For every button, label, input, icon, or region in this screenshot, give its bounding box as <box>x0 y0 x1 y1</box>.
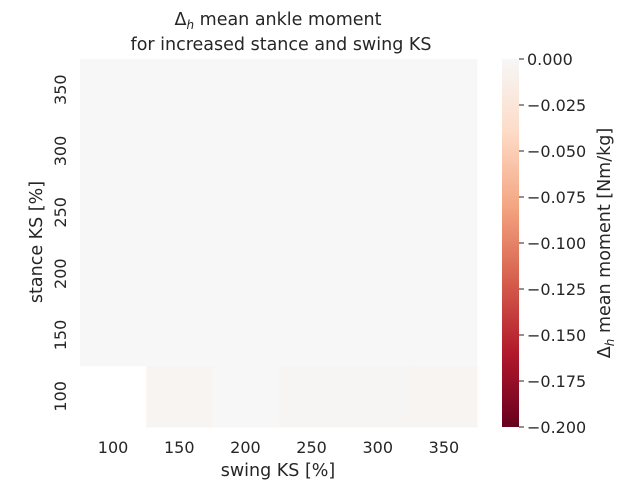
heatmap-cell <box>80 59 147 121</box>
heatmap-cell <box>146 59 213 121</box>
heatmap-cell <box>410 59 478 121</box>
heatmap-cell <box>212 181 279 244</box>
heatmap-cell <box>80 120 147 183</box>
colorbar-tick-label: −0.100 <box>527 234 586 253</box>
heatmap-cell <box>146 365 213 428</box>
x-tick-label: 300 <box>362 438 393 457</box>
colorbar <box>502 59 519 427</box>
heatmap-cell <box>344 365 412 428</box>
heatmap-cell <box>146 304 213 367</box>
heatmap-cell <box>344 181 412 244</box>
colorbar-tick-label: −0.125 <box>527 280 586 299</box>
colorbar-tick-label: −0.050 <box>527 142 586 161</box>
chart-title-line1: Δh mean ankle moment <box>174 10 381 32</box>
heatmap-cell <box>278 243 346 305</box>
heatmap-cell <box>278 59 346 121</box>
y-tick-label: 200 <box>51 258 70 289</box>
colorbar-tick-label: −0.075 <box>527 188 586 207</box>
heatmap-cell <box>212 243 279 305</box>
heatmap-cell <box>212 59 279 121</box>
heatmap-cells <box>80 59 478 428</box>
heatmap-cell <box>410 365 478 428</box>
chart-title-line2: for increased stance and swing KS <box>131 35 432 55</box>
heatmap-cell <box>344 120 412 183</box>
x-tick-label: 150 <box>164 438 195 457</box>
x-tick-label: 350 <box>429 438 460 457</box>
heatmap-cell <box>80 304 147 367</box>
colorbar-tick-label: −0.150 <box>527 326 586 345</box>
y-axis-label: stance KS [%] <box>27 181 47 303</box>
colorbar-tick-label: −0.200 <box>527 418 586 437</box>
heatmap-cell <box>212 365 279 428</box>
heatmap-cell <box>278 181 346 244</box>
colorbar-label: Δh mean moment [Nm/kg] <box>595 128 617 358</box>
x-tick-labels: 100 150 200 250 300 350 <box>98 438 459 457</box>
heatmap-cell <box>146 243 213 305</box>
colorbar-tick-label: −0.025 <box>527 96 586 115</box>
y-tick-label: 250 <box>51 197 70 228</box>
colorbar-ticks: 0.000 −0.025 −0.050 −0.075 −0.100 −0.125 −0.15… <box>519 50 586 437</box>
heatmap-cell <box>410 304 478 367</box>
heatmap-cell <box>80 181 147 244</box>
heatmap-cell <box>410 181 478 244</box>
heatmap-cell <box>344 243 412 305</box>
heatmap-cell <box>278 304 346 367</box>
y-tick-label: 150 <box>51 320 70 351</box>
heatmap-cell <box>146 181 213 244</box>
y-tick-labels: 100 150 200 250 300 350 <box>51 74 70 411</box>
x-tick-label: 200 <box>230 438 261 457</box>
heatmap-cell <box>410 120 478 183</box>
heatmap-cell <box>278 120 346 183</box>
heatmap-cell <box>80 243 147 305</box>
y-tick-label: 350 <box>51 74 70 105</box>
heatmap-cell <box>146 120 213 183</box>
heatmap-cell <box>344 59 412 121</box>
heatmap-cell <box>278 365 346 428</box>
y-tick-label: 300 <box>51 136 70 167</box>
heatmap-cell <box>344 304 412 367</box>
y-tick-label: 100 <box>51 381 70 412</box>
x-tick-label: 250 <box>296 438 327 457</box>
colorbar-tick-label: 0.000 <box>527 50 573 69</box>
heatmap-cell <box>212 304 279 367</box>
heatmap-cell <box>212 120 279 183</box>
x-tick-label: 100 <box>98 438 129 457</box>
heatmap-cell <box>410 243 478 305</box>
colorbar-tick-label: −0.175 <box>527 372 586 391</box>
x-axis-label: swing KS [%] <box>221 461 336 480</box>
